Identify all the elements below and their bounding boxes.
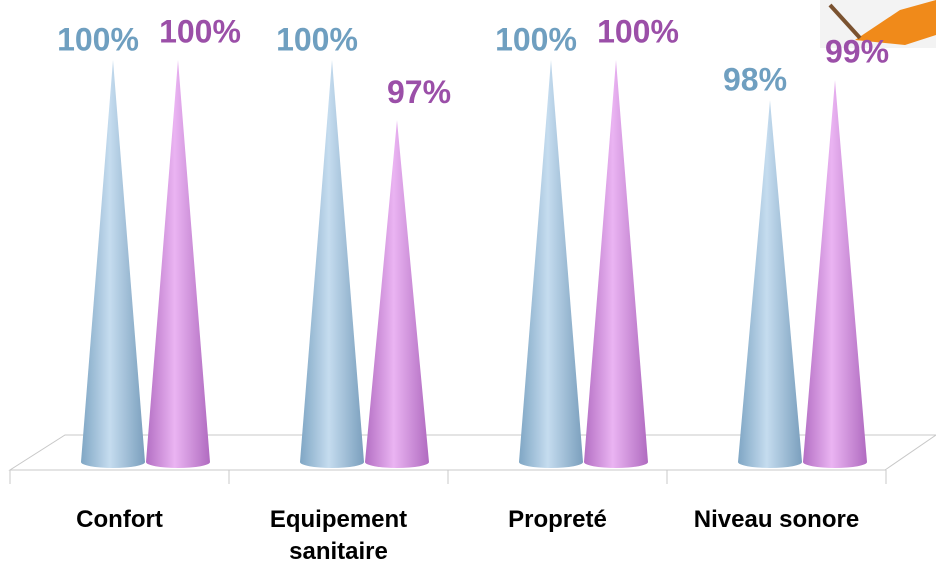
value-label: 100% [57,21,139,57]
x-tick-label: Confort [76,506,163,533]
cone [300,60,364,468]
value-label: 99% [825,34,889,70]
x-tick-label: Propreté [508,506,607,533]
cone [738,100,802,468]
cone [81,60,145,468]
value-label: 100% [159,13,241,49]
value-label: 97% [387,74,451,110]
value-label: 100% [597,13,679,49]
value-label: 100% [276,21,358,57]
floor [8,434,936,471]
cone [519,60,583,468]
cone [584,60,648,468]
value-label: 98% [723,62,787,98]
x-tick-label: Niveau sonore [693,506,860,533]
value-label: 100% [495,21,577,57]
cone [365,120,429,469]
x-tick-label: Equipement sanitaire [269,506,408,565]
cone [146,60,210,468]
icon [820,0,936,48]
cone [803,80,867,468]
